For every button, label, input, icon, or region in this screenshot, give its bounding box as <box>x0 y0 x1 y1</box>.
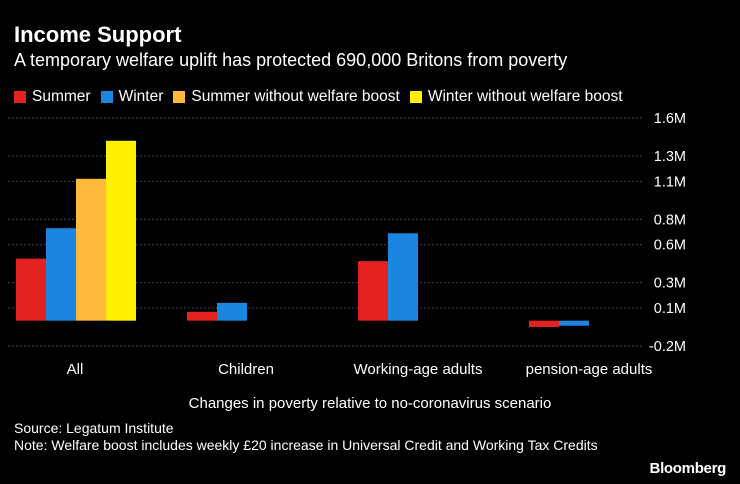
y-tick-label: 0.8M <box>654 212 686 228</box>
legend-item-summer: Summer <box>14 88 91 106</box>
chart-title: Income Support <box>14 22 182 47</box>
legend-swatch-winter-no-boost <box>409 91 422 103</box>
y-tick-label: -0.2M <box>649 339 686 355</box>
chart-legend: Summer Winter Summer without welfare boo… <box>14 88 633 106</box>
bar <box>46 228 76 321</box>
y-tick-label: 1.3M <box>654 149 686 165</box>
bar <box>388 233 418 321</box>
x-tick-label: Working-age adults <box>354 361 483 378</box>
y-tick-label: 1.1M <box>654 174 686 190</box>
legend-label-summer: Summer <box>32 88 91 105</box>
legend-item-summer-no-boost: Summer without welfare boost <box>173 88 400 106</box>
legend-swatch-summer-no-boost <box>173 91 186 103</box>
bar <box>16 258 46 321</box>
y-tick-label: 0.3M <box>654 276 686 292</box>
x-tick-label: Children <box>218 361 274 378</box>
note-text: Note: Welfare boost includes weekly £20 … <box>14 437 598 453</box>
legend-label-winter-no-boost: Winter without welfare boost <box>427 88 623 105</box>
y-tick-label: 0.6M <box>654 238 686 254</box>
bar <box>529 320 559 327</box>
bar-chart: 1.6M 1.3M 1.1M 0.8M 0.6M 0.3M 0.1M -0.2M All Chil… <box>8 111 686 378</box>
legend-item-winter-no-boost: Winter without welfare boost <box>409 88 623 106</box>
chart-subtitle: A temporary welfare uplift has protected… <box>14 50 568 70</box>
bar <box>76 178 106 321</box>
x-axis-title: Changes in poverty relative to no-corona… <box>188 395 552 412</box>
legend-swatch-winter <box>100 91 113 103</box>
x-tick-label: All <box>67 361 84 378</box>
source-text: Source: Legatum Institute <box>14 420 174 436</box>
bar <box>106 140 136 321</box>
legend-item-winter: Winter <box>100 88 164 106</box>
x-tick-label: pension-age adults <box>526 361 653 378</box>
bar <box>217 302 247 321</box>
bloomberg-logo: Bloomberg <box>649 460 727 477</box>
bar <box>559 320 589 326</box>
bar <box>358 261 388 321</box>
bar <box>187 311 217 321</box>
y-tick-label: 1.6M <box>654 111 686 127</box>
y-tick-label: 0.1M <box>654 301 686 317</box>
legend-swatch-summer <box>14 91 26 103</box>
legend-label-winter: Winter <box>118 88 164 105</box>
legend-label-summer-no-boost: Summer without welfare boost <box>191 88 400 105</box>
